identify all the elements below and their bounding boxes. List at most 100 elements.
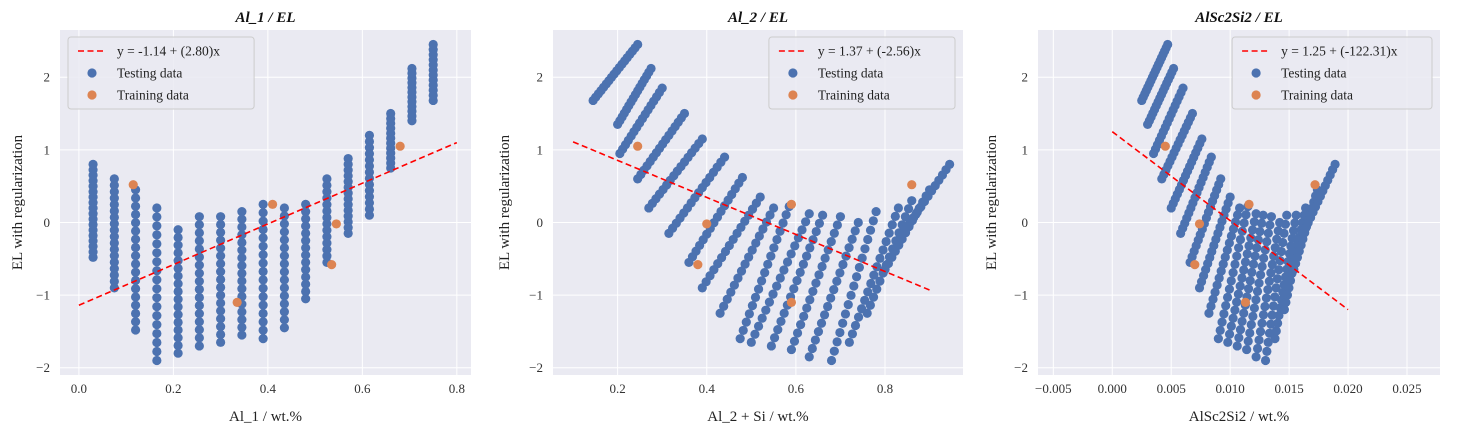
testing-point [826, 355, 837, 366]
testing-point [884, 228, 894, 238]
x-tick-label: 0.020 [1333, 381, 1362, 396]
testing-point [216, 259, 226, 269]
training-point [327, 260, 337, 270]
chart-title-alsc2si2: AlSc2Si2 / EL [1194, 10, 1283, 26]
legend-testing-label: Testing data [117, 66, 182, 81]
y-tick-label: 2 [44, 70, 51, 85]
testing-point [322, 180, 332, 190]
testing-point [237, 222, 247, 232]
legend-box [768, 36, 956, 110]
testing-point [1232, 251, 1242, 261]
testing-point [866, 278, 876, 289]
testing-point [279, 307, 289, 317]
testing-point [1226, 231, 1237, 241]
testing-point [1290, 218, 1300, 228]
training-point [331, 219, 341, 229]
testing-point [875, 276, 885, 286]
testing-point [109, 212, 119, 222]
chart-title-al2: Al_2 / EL [727, 10, 788, 26]
testing-point [799, 311, 809, 321]
testing-point [1251, 209, 1261, 219]
testing-point [761, 305, 771, 315]
testing-point [789, 284, 799, 294]
y-tick-label: 1 [537, 142, 544, 157]
testing-point [778, 218, 788, 228]
testing-point [279, 227, 289, 237]
testing-point [322, 225, 332, 235]
testing-point [802, 303, 812, 313]
testing-point [646, 63, 656, 74]
testing-point [364, 130, 375, 140]
testing-point [746, 337, 756, 347]
testing-point [216, 329, 226, 340]
x-tick-label: 0.6 [354, 381, 371, 396]
testing-point [258, 308, 268, 319]
testing-point [1257, 318, 1267, 328]
legend-testing-label: Testing data [818, 66, 883, 81]
training-point [702, 219, 712, 229]
testing-point [760, 267, 770, 278]
testing-point [130, 317, 141, 327]
testing-point [875, 253, 885, 263]
testing-point [237, 230, 247, 240]
testing-point [768, 289, 778, 299]
testing-point [1274, 310, 1284, 321]
testing-point [817, 261, 827, 272]
testing-point [823, 301, 833, 312]
testing-point [736, 266, 747, 276]
testing-point [1270, 334, 1280, 344]
testing-point [1266, 268, 1276, 278]
testing-point [890, 211, 900, 221]
testing-point [835, 268, 845, 278]
testing-point [823, 245, 833, 255]
testing-point [1234, 333, 1244, 343]
testing-point [109, 193, 119, 203]
testing-point [194, 284, 204, 294]
chart-panel-alsc2si2: −0.005 0.000 0.005 0.010 0.015 0.020 0.025 −2 −1… [974, 0, 1466, 435]
fit-line-alsc2si2 [1111, 131, 1349, 311]
testing-point [786, 249, 796, 259]
testing-point [130, 267, 141, 277]
testing-point [1225, 192, 1235, 202]
testing-point [237, 253, 247, 263]
testing-point [747, 301, 758, 311]
testing-point [766, 341, 776, 351]
testing-point [805, 243, 815, 253]
testing-point [854, 262, 864, 273]
testing-point [194, 220, 204, 230]
testing-point [322, 244, 332, 255]
testing-point [1232, 297, 1242, 307]
testing-point [1245, 328, 1255, 338]
testing-point [237, 237, 247, 248]
legend-fit-line-label: y = 1.37 + (-2.56)x [818, 44, 921, 59]
testing-point [194, 341, 204, 351]
testing-point [1262, 236, 1272, 247]
testing-point [814, 270, 824, 280]
testing-point [1218, 259, 1228, 269]
testing-point [1212, 280, 1222, 290]
testing-point [1263, 228, 1273, 238]
testing-point [109, 283, 119, 293]
testing-point [1237, 273, 1247, 283]
x-tick-label: 0.2 [165, 381, 181, 396]
testing-point [679, 108, 690, 119]
testing-point [1222, 245, 1232, 255]
testing-point [697, 134, 707, 144]
testing-point [173, 333, 183, 343]
testing-point [1282, 210, 1292, 220]
testing-point [893, 203, 903, 213]
testing-point [740, 259, 750, 269]
testing-point [130, 308, 141, 319]
testing-point [744, 252, 754, 262]
testing-point [887, 220, 897, 230]
testing-point [814, 218, 825, 228]
testing-point [829, 285, 839, 295]
testing-point [130, 300, 141, 310]
testing-point [322, 232, 332, 242]
testing-point [1255, 327, 1266, 337]
testing-point [279, 243, 289, 253]
testing-point [343, 153, 353, 164]
testing-point [810, 335, 820, 345]
testing-point [152, 302, 162, 312]
testing-points-alsc2si2 [1137, 39, 1340, 366]
